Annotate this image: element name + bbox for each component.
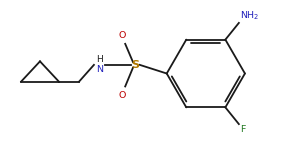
Text: N: N — [96, 65, 103, 74]
Text: S: S — [132, 60, 140, 70]
Text: H: H — [96, 55, 103, 64]
Text: O: O — [119, 91, 126, 100]
Text: F: F — [240, 125, 245, 134]
Text: O: O — [119, 31, 126, 40]
Text: NH$_2$: NH$_2$ — [240, 9, 259, 22]
